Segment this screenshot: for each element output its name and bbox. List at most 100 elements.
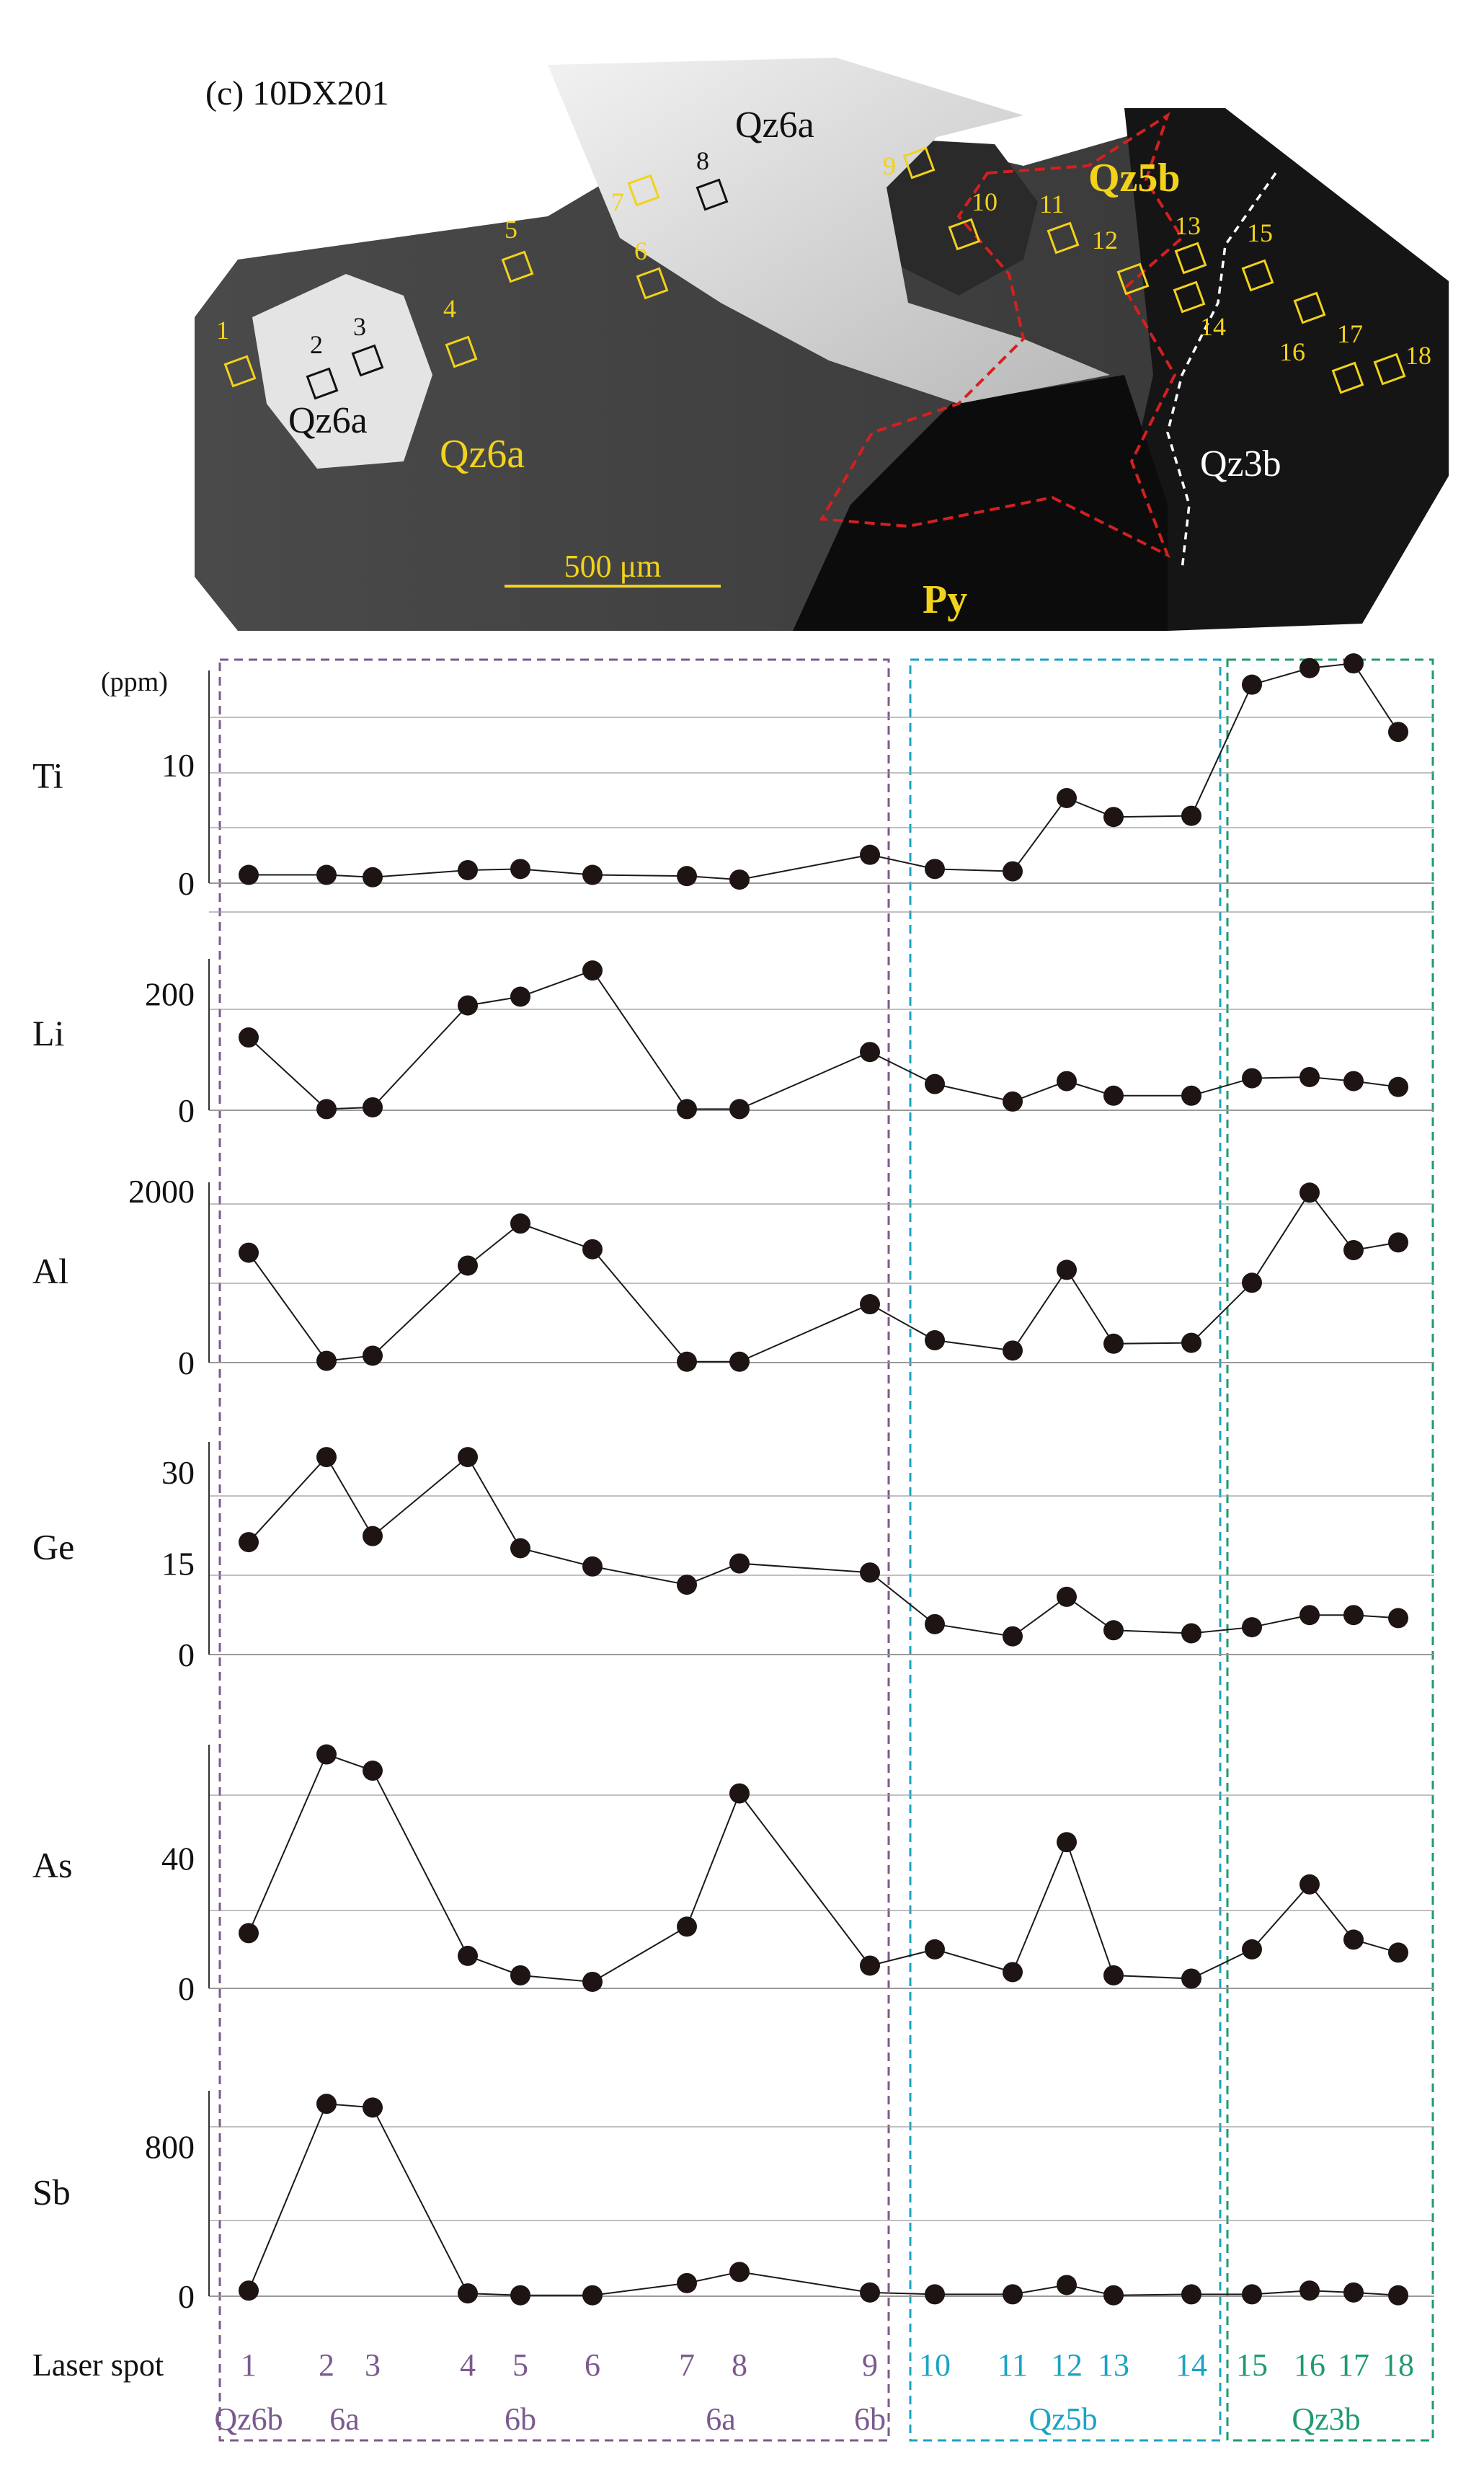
x-tick-label: 14 — [1176, 2347, 1207, 2383]
data-point — [729, 1553, 750, 1574]
x-tick-label: 15 — [1236, 2347, 1268, 2383]
y-tick-label: 0 — [178, 865, 195, 902]
data-point — [1242, 1939, 1262, 1960]
x-tick-label: 5 — [512, 2347, 528, 2383]
data-point — [239, 1532, 259, 1553]
spot-marker-12 — [1116, 262, 1150, 296]
spot-marker-1 — [223, 355, 257, 388]
y-tick-label: 0 — [178, 1345, 195, 1381]
x-tick-label: 18 — [1382, 2347, 1414, 2383]
data-point — [316, 2094, 337, 2115]
element-label-ge: Ge — [32, 1527, 74, 1567]
element-label-as: As — [32, 1845, 73, 1885]
y-tick-label: 0 — [178, 1092, 195, 1129]
phase-label: 6b — [854, 2401, 886, 2437]
y-tick-label: 2000 — [128, 1173, 195, 1210]
data-point — [1242, 674, 1262, 695]
grain-black-right — [1124, 108, 1449, 631]
panel-ti: Ti 10 0 — [32, 653, 1434, 902]
spot-marker-11 — [1047, 221, 1080, 254]
data-point — [1388, 2285, 1408, 2306]
data-point — [1343, 653, 1364, 674]
data-point — [1299, 1605, 1320, 1626]
y-tick-label: 0 — [178, 1637, 195, 1673]
data-point — [1343, 1605, 1364, 1626]
phase-label: Qz3b — [1292, 2401, 1360, 2437]
grain-dark-upper — [858, 137, 1038, 296]
data-point — [1181, 1085, 1201, 1106]
data-point — [1003, 861, 1023, 882]
data-point — [1057, 788, 1077, 808]
y-tick-label: 10 — [161, 747, 195, 784]
spot-marker-2 — [306, 367, 339, 400]
series-line-li — [248, 969, 1399, 1110]
x-tick-label: 1 — [241, 2347, 257, 2383]
spot-marker-14 — [1173, 280, 1206, 314]
data-point — [729, 2262, 750, 2283]
data-point — [1103, 1085, 1124, 1106]
data-point — [1181, 2284, 1201, 2305]
data-point — [1343, 1929, 1364, 1950]
spot-marker-4 — [445, 335, 478, 368]
spot-label-5: 5 — [505, 215, 517, 244]
data-point — [458, 1945, 478, 1966]
data-point — [316, 1447, 337, 1468]
y-tick-label: 30 — [161, 1454, 195, 1491]
panel-sb: Sb 800 0 — [32, 2091, 1434, 2315]
series-line-ge — [248, 1456, 1399, 1637]
data-point — [582, 1556, 603, 1577]
data-point — [1181, 1968, 1201, 1989]
spot-marker-5 — [501, 250, 534, 283]
data-point — [316, 864, 337, 885]
data-point — [860, 1042, 880, 1063]
spot-marker-9 — [902, 146, 936, 180]
grain-black-center — [793, 375, 1168, 631]
data-point — [316, 1099, 337, 1120]
scale-bar-label: 500 μm — [564, 549, 662, 584]
phase-label: 6a — [706, 2401, 736, 2437]
unit-label: (ppm) — [101, 667, 168, 697]
x-tick-label: 17 — [1338, 2347, 1369, 2383]
data-point — [677, 1351, 697, 1372]
data-point — [582, 1971, 603, 1992]
y-tick-label: 15 — [161, 1546, 195, 1582]
data-point — [1343, 2282, 1364, 2303]
spot-label-9: 9 — [883, 151, 896, 180]
data-point — [1299, 1182, 1320, 1203]
data-point — [1388, 1608, 1408, 1629]
data-point — [458, 859, 478, 880]
panel-ge: Ge 30 15 0 — [32, 1442, 1434, 1673]
group-box-qz3b — [1226, 658, 1434, 2442]
data-point — [1057, 1071, 1077, 1092]
element-label-al: Al — [32, 1251, 68, 1291]
data-point — [363, 2097, 383, 2118]
x-tick-label: 6 — [585, 2347, 600, 2383]
data-point — [363, 1097, 383, 1117]
data-point — [1388, 1076, 1408, 1097]
data-point — [860, 1294, 880, 1315]
data-point — [510, 1965, 530, 1985]
data-point — [925, 1330, 945, 1351]
spot-label-4: 4 — [443, 294, 456, 323]
phase-label: Qz6b — [214, 2401, 283, 2437]
x-tick-label: 10 — [919, 2347, 951, 2383]
spot-label-1: 1 — [216, 316, 229, 345]
spot-label-6: 6 — [634, 236, 647, 265]
y-tick-label: 40 — [161, 1841, 195, 1877]
data-point — [239, 1923, 259, 1944]
data-point — [860, 1955, 880, 1976]
data-point — [1057, 1832, 1077, 1853]
series-line-al — [248, 1191, 1399, 1363]
data-point — [1057, 1259, 1077, 1280]
data-point — [1057, 1586, 1077, 1607]
data-point — [510, 986, 530, 1007]
data-point — [860, 1562, 880, 1583]
data-point — [239, 1027, 259, 1048]
spot-marker-7 — [627, 174, 660, 207]
panel-as: As 40 0 — [32, 1744, 1434, 2007]
spot-label-13: 13 — [1175, 211, 1201, 240]
data-point — [1242, 2284, 1262, 2305]
data-point — [1103, 1620, 1124, 1641]
x-tick-label: 16 — [1294, 2347, 1325, 2383]
